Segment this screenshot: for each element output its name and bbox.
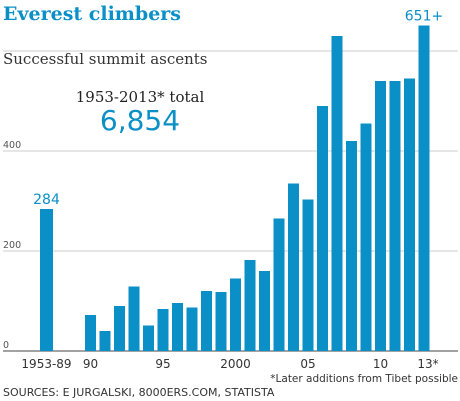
x-tick-label: 10 <box>373 357 388 371</box>
bar-2013 <box>418 25 430 351</box>
total-value: 6,854 <box>100 104 180 137</box>
chart-subtitle: Successful summit ascents <box>3 50 208 68</box>
x-tick-label: 95 <box>155 357 170 371</box>
y-axis-labels: 0 200 400 <box>3 140 21 351</box>
sources-note: SOURCES: E JURGALSKI, 8000ERS.COM, STATI… <box>3 386 275 399</box>
y-tick-label: 0 <box>3 340 9 351</box>
bar-2006 <box>317 106 328 351</box>
x-tick-label: 90 <box>83 357 98 371</box>
bars <box>40 25 430 351</box>
bar-2005 <box>302 199 314 351</box>
bar-2012 <box>404 78 415 351</box>
bar-1994 <box>143 325 154 351</box>
bar-1990 <box>85 315 96 351</box>
x-tick-label: 05 <box>300 357 315 371</box>
bar-2003 <box>273 218 285 351</box>
bar-label-2013: 651+ <box>405 9 443 25</box>
y-tick-label: 400 <box>3 140 21 151</box>
x-tick-label: 1953-89 <box>21 357 71 371</box>
bar-1999 <box>215 292 227 351</box>
bar-2000 <box>230 278 241 351</box>
bar-1997 <box>186 307 198 351</box>
chart-title: Everest climbers <box>3 3 181 25</box>
bar-2008 <box>346 141 357 351</box>
bar-2004 <box>288 183 299 351</box>
bar-1993 <box>128 286 140 351</box>
bar-1996 <box>172 303 183 351</box>
x-tick-label: 13* <box>417 357 438 371</box>
bar-2007 <box>331 36 343 351</box>
bar-1953-89 <box>40 209 53 351</box>
bar-1998 <box>201 291 212 351</box>
total-label: 1953-2013* total <box>76 88 205 106</box>
x-tick-label: 2000 <box>220 357 251 371</box>
y-tick-label: 200 <box>3 240 21 251</box>
bar-1992 <box>114 306 125 351</box>
bar-1995 <box>157 309 169 351</box>
footnote: *Later additions from Tibet possible <box>270 373 458 385</box>
bar-2010 <box>375 81 386 351</box>
x-axis-labels: 1953-89 90 95 2000 05 10 13* <box>21 357 438 371</box>
bar-1991 <box>99 331 111 351</box>
bar-2002 <box>259 271 270 351</box>
bar-2001 <box>244 260 256 351</box>
bar-2009 <box>360 123 372 351</box>
bar-2011 <box>389 81 401 351</box>
bar-value-labels: 284 651+ <box>33 9 443 209</box>
bar-label-1953-89: 284 <box>33 192 60 208</box>
